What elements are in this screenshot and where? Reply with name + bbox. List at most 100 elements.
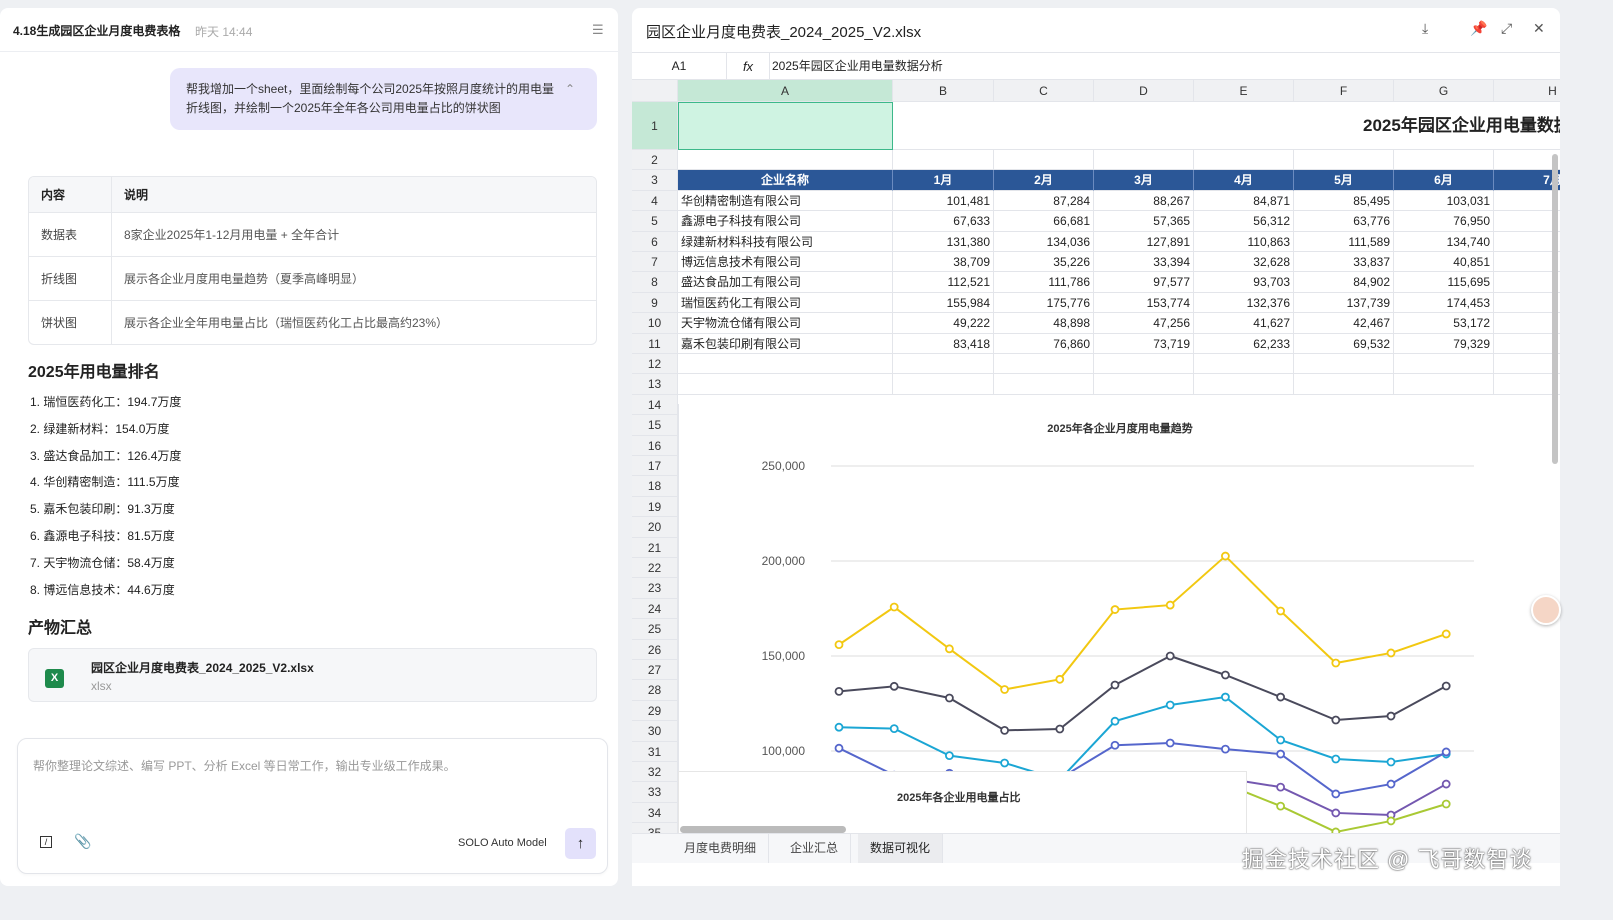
selected-cell-A1[interactable] [678, 102, 893, 150]
sheet-cell[interactable] [1194, 150, 1294, 171]
value-cell[interactable]: 40,851 [1394, 252, 1494, 273]
value-cell[interactable]: 49,222 [893, 313, 994, 334]
value-cell[interactable]: 155,984 [893, 292, 994, 314]
company-name-cell[interactable]: 嘉禾包装印刷有限公司 [678, 333, 893, 354]
value-cell[interactable]: 41,627 [1194, 313, 1294, 334]
row-header[interactable]: 23 [632, 578, 678, 599]
row-header[interactable]: 33 [632, 782, 678, 803]
value-cell[interactable] [1494, 211, 1560, 232]
row-header[interactable]: 13 [632, 374, 678, 395]
slash-command-icon[interactable]: / [40, 836, 52, 848]
horizontal-scrollbar[interactable] [680, 826, 846, 833]
value-cell[interactable]: 62,233 [1194, 333, 1294, 354]
row-header[interactable]: 16 [632, 435, 678, 456]
value-cell[interactable] [1494, 334, 1560, 354]
sheet-cell[interactable] [1194, 374, 1294, 395]
sheet-cell[interactable] [1494, 150, 1560, 171]
row-header[interactable]: 6 [632, 231, 678, 252]
sheet-cell[interactable] [1094, 374, 1194, 395]
pie-chart[interactable]: 2025年各企业用电量占比 [678, 771, 1247, 833]
column-header-E[interactable]: E [1194, 80, 1294, 102]
sheet-tab[interactable]: 企业汇总 [778, 834, 852, 863]
column-header-B[interactable]: B [893, 80, 994, 102]
company-name-cell[interactable]: 鑫源电子科技有限公司 [678, 211, 893, 232]
company-name-cell[interactable]: 博远信息技术有限公司 [678, 252, 893, 273]
row-header[interactable]: 15 [632, 415, 678, 436]
expand-icon[interactable]: ⤢ [1501, 20, 1513, 36]
send-button[interactable]: ↑ [565, 828, 596, 859]
row-header[interactable]: 32 [632, 762, 678, 783]
value-cell[interactable]: 35,226 [994, 252, 1094, 273]
value-cell[interactable]: 88,267 [1094, 190, 1194, 212]
sheet-cell[interactable] [1494, 354, 1560, 375]
chat-input[interactable]: 帮你整理论文综述、编写 PPT、分析 Excel 等日常工作，输出专业级工作成果… [17, 738, 608, 874]
row-header[interactable]: 4 [632, 190, 678, 212]
value-cell[interactable]: 57,365 [1094, 211, 1194, 232]
value-cell[interactable]: 76,950 [1394, 211, 1494, 232]
formula-input[interactable]: 2025年园区企业用电量数据分析 [772, 59, 943, 73]
row-header[interactable]: 24 [632, 598, 678, 620]
sheet-cell[interactable] [1094, 354, 1194, 375]
company-name-cell[interactable]: 绿建新材料科技有限公司 [678, 231, 893, 252]
value-cell[interactable]: 175,776 [994, 292, 1094, 314]
row-header[interactable]: 7 [632, 252, 678, 273]
value-cell[interactable]: 48,898 [994, 313, 1094, 334]
value-cell[interactable]: 47,256 [1094, 313, 1194, 334]
value-cell[interactable]: 127,891 [1094, 231, 1194, 252]
value-cell[interactable] [1494, 313, 1560, 334]
vertical-scrollbar[interactable] [1552, 154, 1558, 464]
value-cell[interactable]: 131,380 [893, 231, 994, 252]
value-cell[interactable]: 32,628 [1194, 252, 1294, 273]
sheet-tab[interactable]: 数据可视化 [858, 834, 944, 863]
row-header[interactable]: 27 [632, 660, 678, 681]
company-name-cell[interactable]: 瑞恒医药化工有限公司 [678, 292, 893, 314]
line-chart[interactable]: 2025年各企业月度用电量趋势 100,000 150,000 200,000 250,… [678, 404, 1560, 833]
row-header[interactable]: 28 [632, 680, 678, 701]
sheet-cell[interactable] [994, 354, 1094, 375]
value-cell[interactable]: 111,589 [1294, 231, 1394, 252]
value-cell[interactable]: 84,902 [1294, 272, 1394, 293]
value-cell[interactable]: 73,719 [1094, 333, 1194, 354]
sheet-cell[interactable] [1494, 374, 1560, 395]
value-cell[interactable]: 153,774 [1094, 292, 1194, 314]
value-cell[interactable]: 112,521 [893, 272, 994, 293]
row-header[interactable]: 5 [632, 211, 678, 232]
sheet-cell[interactable] [893, 354, 994, 375]
collapse-panel-icon[interactable]: ☰ [592, 22, 604, 37]
row-header[interactable]: 35 [632, 823, 678, 833]
value-cell[interactable]: 87,284 [994, 190, 1094, 212]
value-cell[interactable]: 42,467 [1294, 313, 1394, 334]
column-header-D[interactable]: D [1094, 80, 1194, 102]
sheet-cell[interactable] [1394, 354, 1494, 375]
model-selector[interactable]: SOLO Auto Model [458, 837, 547, 849]
company-name-cell[interactable]: 天宇物流仓储有限公司 [678, 313, 893, 334]
sheet-cell[interactable] [1094, 150, 1194, 171]
sheet-cell[interactable] [994, 150, 1094, 171]
row-header[interactable]: 29 [632, 700, 678, 722]
assistant-avatar[interactable] [1531, 595, 1561, 625]
row-header[interactable]: 31 [632, 741, 678, 762]
sheet-cell[interactable] [1394, 150, 1494, 171]
value-cell[interactable]: 85,495 [1294, 190, 1394, 212]
row-header[interactable]: 8 [632, 272, 678, 293]
row-header[interactable]: 20 [632, 517, 678, 538]
row-header[interactable]: 21 [632, 537, 678, 558]
row-header[interactable]: 3 [632, 170, 678, 191]
value-cell[interactable]: 67,633 [893, 211, 994, 232]
value-cell[interactable] [1494, 191, 1560, 212]
close-icon[interactable]: ✕ [1533, 20, 1545, 36]
company-name-cell[interactable]: 盛达食品加工有限公司 [678, 272, 893, 293]
column-header-H[interactable]: H [1494, 80, 1560, 102]
value-cell[interactable]: 66,681 [994, 211, 1094, 232]
value-cell[interactable] [1494, 272, 1560, 293]
column-header-A[interactable]: A [678, 80, 893, 102]
value-cell[interactable]: 33,837 [1294, 252, 1394, 273]
value-cell[interactable]: 38,709 [893, 252, 994, 273]
value-cell[interactable]: 76,860 [994, 333, 1094, 354]
value-cell[interactable] [1494, 293, 1560, 314]
file-card[interactable]: X 园区企业月度电费表_2024_2025_V2.xlsx xlsx [28, 648, 597, 702]
sheet-grid[interactable]: A B C D E F G H 1 2 3 4 5 6 7 8 9 10 11 12 13 14 15 16 17 18 19 20 2… [632, 80, 1560, 833]
value-cell[interactable]: 174,453 [1394, 292, 1494, 314]
sheet-tab[interactable]: 月度电费明细 [672, 834, 770, 863]
value-cell[interactable]: 134,740 [1394, 231, 1494, 252]
